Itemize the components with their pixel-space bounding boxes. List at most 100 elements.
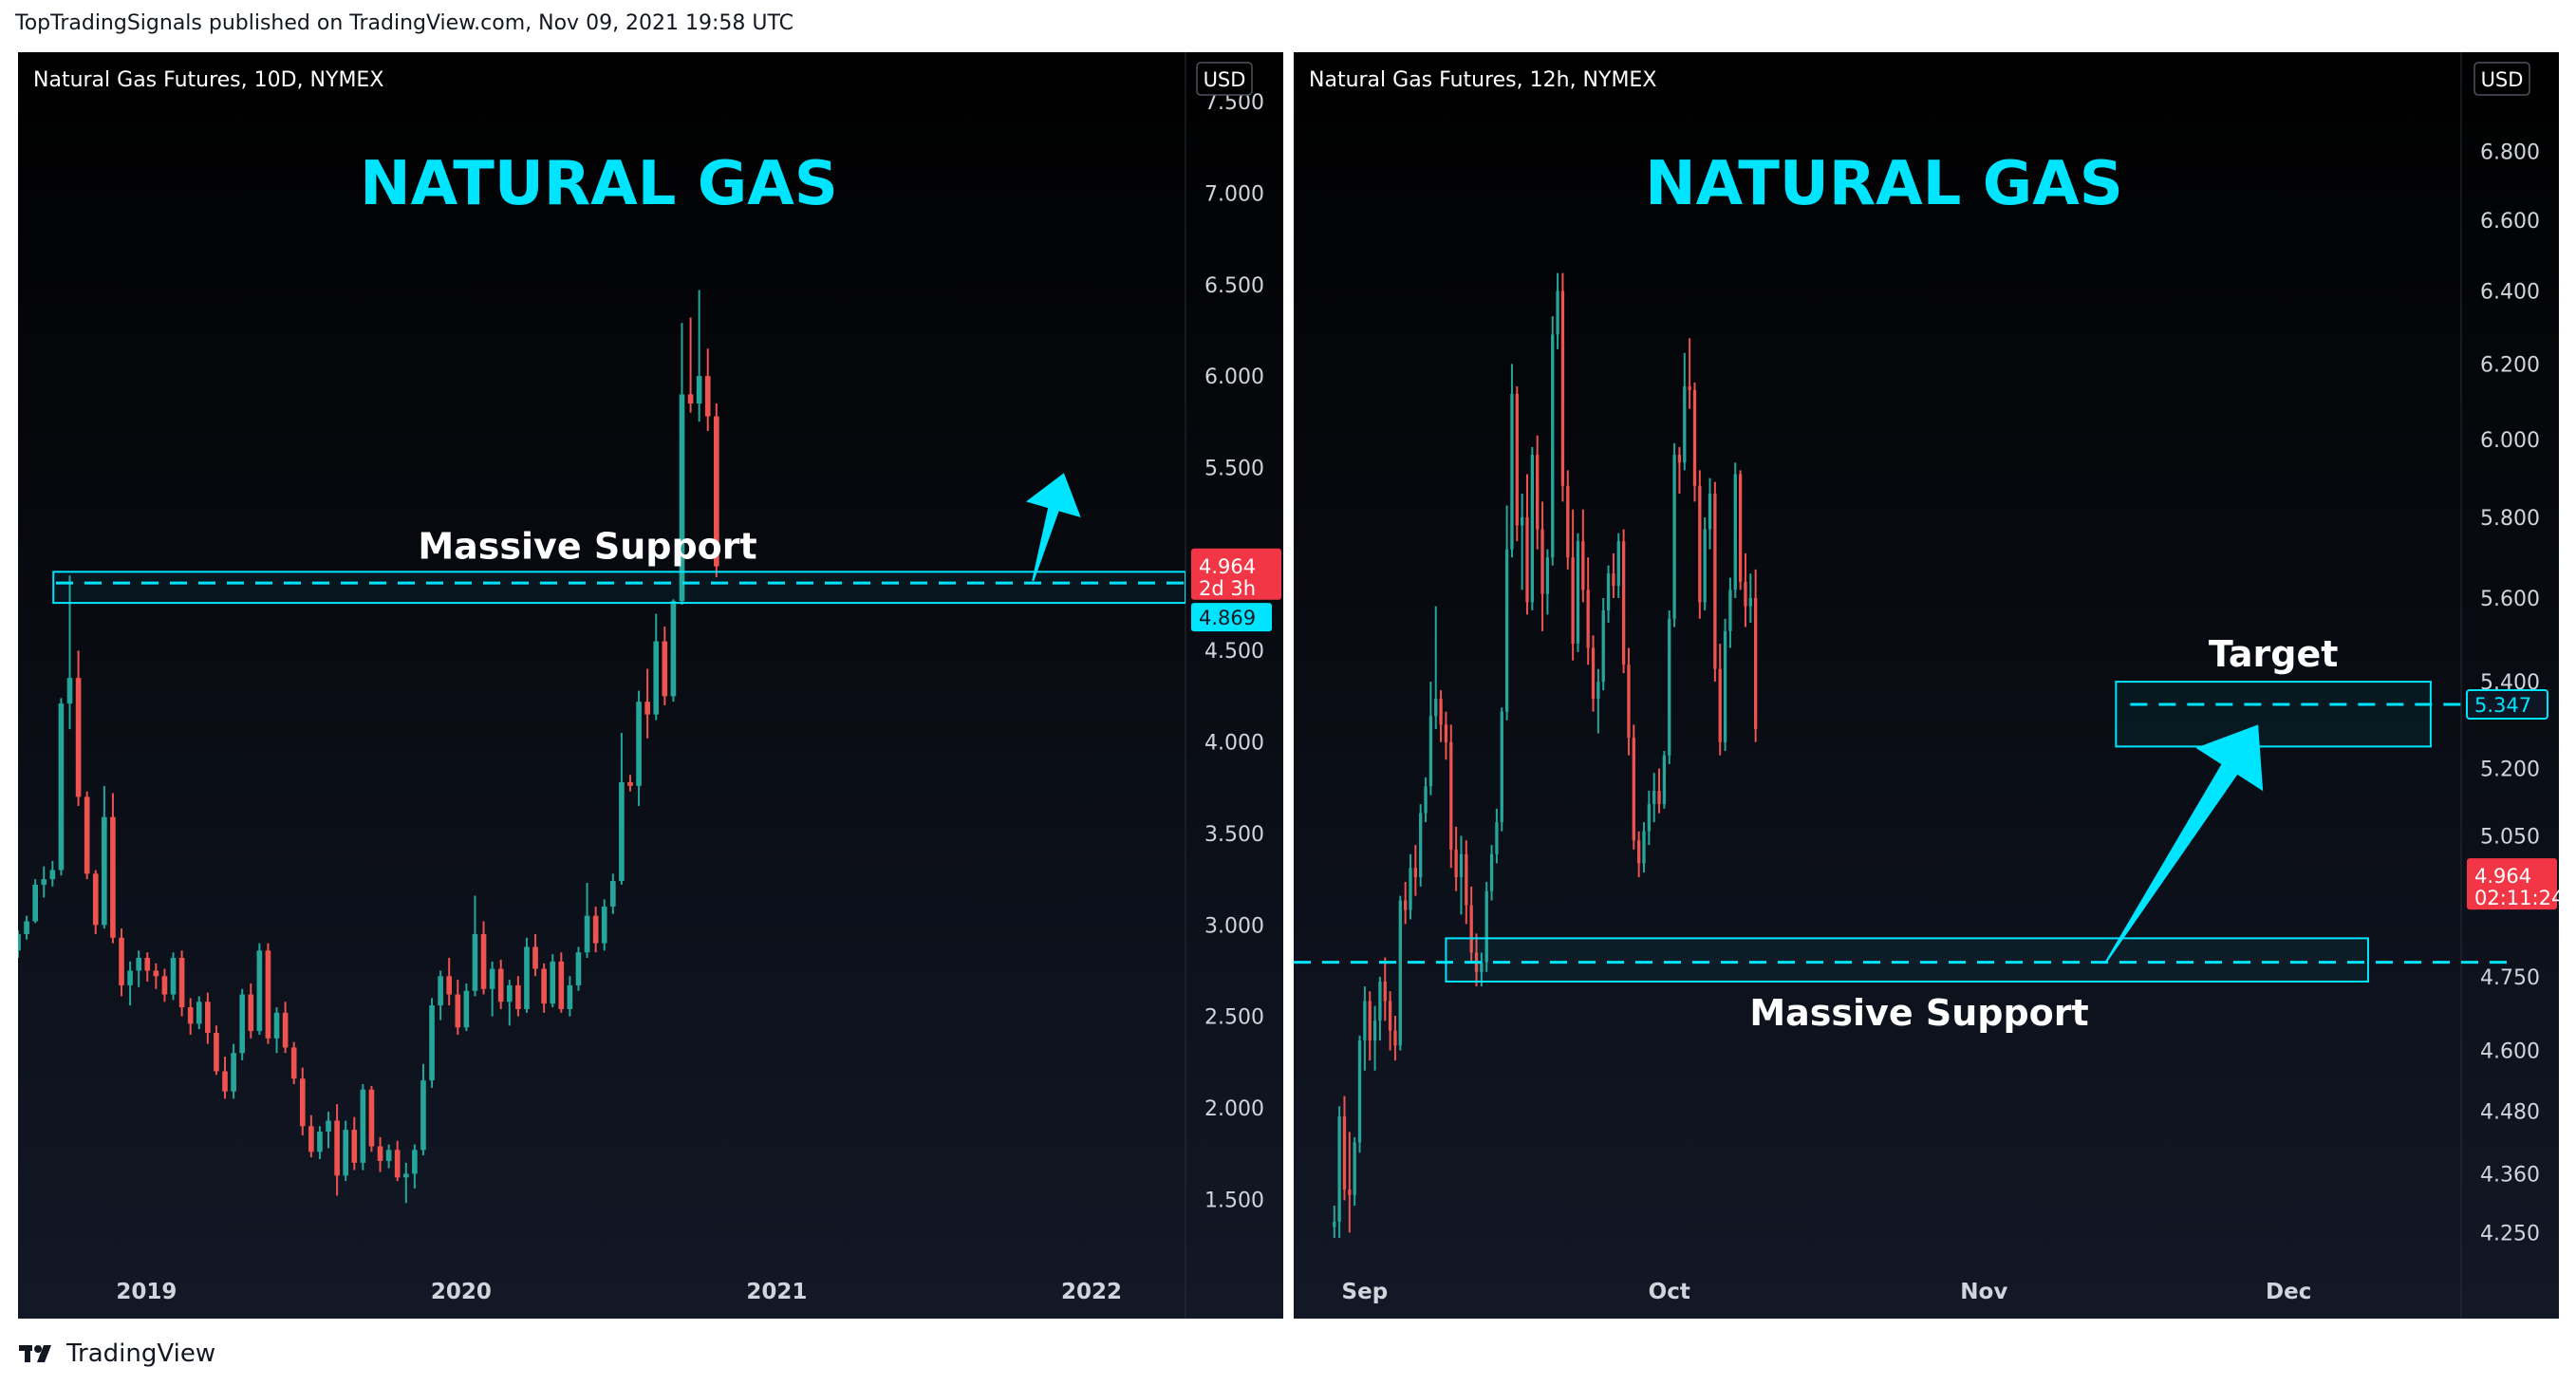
candle[interactable]: [472, 895, 478, 997]
candle[interactable]: [178, 950, 185, 1017]
candle[interactable]: [161, 968, 168, 1002]
candle[interactable]: [1627, 647, 1631, 756]
chart-panel-10d[interactable]: 7.500 7.000 6.500 6.000 5.500 4.500 4.000 3.500…: [18, 52, 1283, 1319]
candle[interactable]: [446, 958, 453, 1006]
candle[interactable]: [1342, 1096, 1347, 1201]
candle[interactable]: [524, 937, 530, 1013]
candle[interactable]: [558, 952, 565, 1013]
candle[interactable]: [1489, 845, 1494, 901]
candle[interactable]: [592, 907, 599, 953]
candle[interactable]: [1368, 991, 1372, 1061]
candle[interactable]: [1688, 338, 1691, 409]
candle[interactable]: [550, 954, 556, 1008]
candle[interactable]: [1530, 446, 1535, 611]
candle[interactable]: [696, 290, 702, 422]
candle[interactable]: [394, 1140, 401, 1182]
candle[interactable]: [575, 946, 582, 991]
candle[interactable]: [290, 1041, 297, 1084]
candle[interactable]: [1459, 835, 1464, 915]
candle[interactable]: [1372, 1005, 1377, 1071]
candle[interactable]: [601, 899, 607, 951]
candle[interactable]: [1504, 505, 1509, 721]
chart-panel-12h[interactable]: 7.6.8006.6006.4006.2006.0005.8005.6005.4…: [1294, 52, 2559, 1319]
candle[interactable]: [402, 1162, 409, 1204]
candle[interactable]: [1606, 565, 1611, 624]
candle[interactable]: [1515, 385, 1519, 542]
candle[interactable]: [455, 980, 461, 1035]
candle[interactable]: [187, 998, 194, 1035]
candle[interactable]: [1434, 606, 1438, 729]
candle[interactable]: [627, 775, 633, 792]
candle[interactable]: [670, 599, 677, 702]
candle[interactable]: [704, 348, 711, 431]
candle[interactable]: [1591, 635, 1596, 712]
candle[interactable]: [326, 1111, 331, 1149]
candle[interactable]: [58, 698, 65, 876]
candle[interactable]: [1409, 853, 1412, 920]
candle[interactable]: [136, 950, 141, 987]
candle[interactable]: [231, 1043, 236, 1099]
candle[interactable]: [110, 793, 116, 944]
candle[interactable]: [368, 1085, 375, 1152]
candle[interactable]: [1576, 533, 1580, 652]
candle[interactable]: [92, 870, 99, 934]
candle[interactable]: [214, 1025, 219, 1076]
candle[interactable]: [41, 866, 47, 898]
candle[interactable]: [144, 952, 151, 983]
candle[interactable]: [438, 970, 443, 1021]
candle[interactable]: [1586, 557, 1590, 665]
plot-area[interactable]: [1333, 272, 2432, 1239]
candle[interactable]: [265, 943, 271, 1044]
candle[interactable]: [66, 575, 73, 730]
candle[interactable]: [32, 879, 38, 924]
candle[interactable]: [343, 1120, 349, 1182]
candle[interactable]: [1708, 478, 1712, 550]
candle[interactable]: [1753, 569, 1758, 742]
candle[interactable]: [1596, 668, 1600, 734]
candle[interactable]: [1520, 494, 1524, 590]
candle[interactable]: [1718, 644, 1722, 756]
candle[interactable]: [1333, 1205, 1336, 1239]
candle[interactable]: [1454, 826, 1458, 891]
candle[interactable]: [1383, 957, 1387, 1021]
candle[interactable]: [1744, 553, 1747, 627]
candle[interactable]: [1536, 435, 1540, 550]
candle[interactable]: [1551, 316, 1555, 566]
candle[interactable]: [1677, 446, 1682, 495]
candle[interactable]: [1632, 724, 1635, 850]
candle[interactable]: [412, 1144, 418, 1189]
candle[interactable]: [1713, 481, 1717, 683]
candle[interactable]: [153, 963, 159, 989]
candle[interactable]: [119, 928, 124, 997]
candle[interactable]: [170, 952, 177, 1001]
candle[interactable]: [84, 791, 90, 880]
candle[interactable]: [1571, 509, 1575, 661]
candle[interactable]: [420, 1063, 426, 1156]
candle[interactable]: [497, 959, 504, 1009]
candle[interactable]: [644, 668, 650, 739]
candle[interactable]: [360, 1083, 366, 1171]
candle[interactable]: [1581, 509, 1585, 603]
candle[interactable]: [1465, 840, 1468, 925]
candle[interactable]: [1647, 790, 1652, 846]
candle[interactable]: [1560, 272, 1565, 502]
candle[interactable]: [1723, 618, 1727, 751]
candle[interactable]: [1484, 881, 1488, 972]
candle[interactable]: [662, 627, 668, 706]
candle[interactable]: [1428, 682, 1433, 796]
candle[interactable]: [1403, 881, 1408, 925]
candle[interactable]: [1616, 533, 1620, 599]
candle[interactable]: [102, 785, 107, 929]
candle[interactable]: [567, 976, 573, 1017]
candle[interactable]: [351, 1116, 358, 1171]
candle[interactable]: [308, 1114, 314, 1158]
candle[interactable]: [317, 1126, 323, 1159]
candle[interactable]: [1642, 822, 1646, 873]
candle[interactable]: [222, 1057, 228, 1099]
candle[interactable]: [1636, 831, 1641, 878]
candle[interactable]: [1469, 886, 1473, 963]
candle[interactable]: [1500, 707, 1503, 832]
candle[interactable]: [385, 1144, 392, 1169]
candle[interactable]: [1444, 711, 1448, 760]
candle[interactable]: [1556, 272, 1559, 349]
